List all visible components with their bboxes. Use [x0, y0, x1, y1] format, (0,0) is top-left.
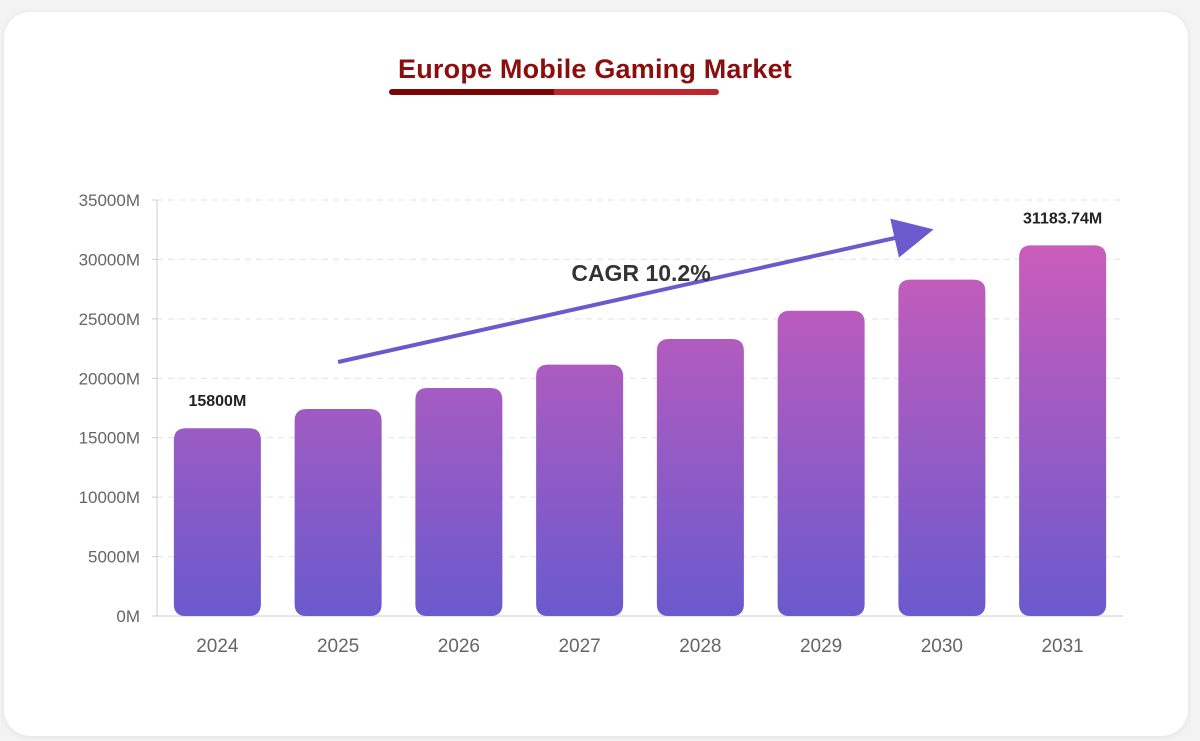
bar-2029 [777, 310, 865, 616]
cagr-arrow [337, 218, 934, 364]
x-tick-label: 2031 [1041, 636, 1083, 657]
chart-title: Europe Mobile Gaming Market [398, 54, 792, 84]
x-tick-label: 2029 [800, 636, 842, 657]
bar-2028 [656, 339, 744, 616]
x-tick-label: 2024 [196, 636, 239, 657]
y-tick-label: 10000M [79, 488, 140, 507]
y-tick-label: 0M [116, 607, 140, 626]
labels: 2024 2025 2026 2027 2028 2029 2030 2031 15800M 31… [188, 210, 1102, 657]
title-underline [389, 89, 719, 95]
x-tick-label: 2027 [558, 636, 600, 657]
cagr-annotation: CAGR 10.2% [337, 218, 934, 364]
x-tick-label: 2025 [317, 636, 359, 657]
bar-2026 [415, 387, 503, 616]
y-tick-label: 30000M [79, 250, 140, 269]
data-label: 31183.74M [1023, 210, 1102, 227]
y-tick-label: 5000M [88, 548, 140, 567]
bar-2030 [898, 279, 986, 616]
y-tick-label: 20000M [79, 369, 140, 388]
y-tick-label: 35000M [79, 191, 140, 210]
data-label: 15800M [188, 393, 246, 410]
y-tick-label: 25000M [79, 310, 140, 329]
axes: 0M 5000M 10000M 15000M 20000M 25000M 30000M 350… [79, 191, 1123, 626]
bar-2027 [536, 364, 624, 616]
x-tick-label: 2030 [921, 636, 963, 657]
bar-2024 [173, 428, 261, 616]
x-tick-label: 2026 [438, 636, 480, 657]
cagr-label: CAGR 10.2% [571, 260, 710, 286]
bar-2025 [294, 409, 382, 616]
bars [173, 245, 1107, 616]
x-tick-label: 2028 [679, 636, 721, 657]
bar-2031 [1019, 245, 1107, 616]
y-tick-label: 15000M [79, 429, 140, 448]
